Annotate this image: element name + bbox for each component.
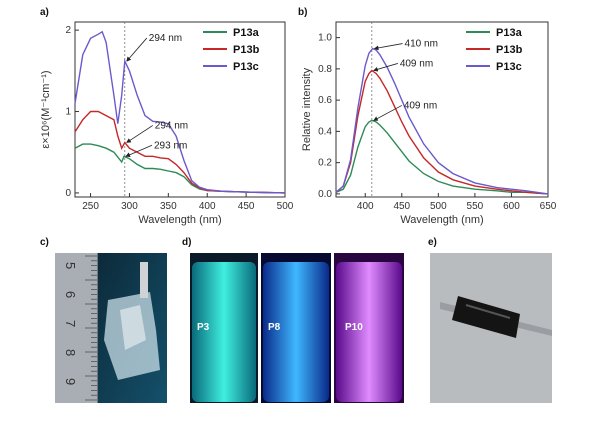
annotation-label: 410 nm: [405, 39, 438, 50]
y-tick-label: 0.2: [318, 158, 332, 169]
absorption-chart: 250 300 350 400 450 500 0 1 2 Wavelength (nm) ε×10…: [40, 21, 294, 226]
panel-label-b: b): [298, 7, 307, 18]
x-tick-label: 450: [393, 201, 410, 212]
series-line-p13b: [335, 69, 549, 195]
annotation-label: 294 nm: [149, 33, 182, 44]
x-tick-label: 250: [82, 201, 99, 212]
panel-label-c: c): [40, 237, 49, 248]
panel-label-e: e): [428, 237, 437, 248]
emission-chart: 400 450 500 550 600 650 0.0 0.2 0.4 0.6 0.8 1.0 Wave…: [301, 21, 557, 226]
x-tick-label: 500: [430, 201, 447, 212]
legend-label-p13b: P13b: [496, 44, 523, 56]
annotation-label: 293 nm: [154, 140, 187, 151]
x-tick-label: 450: [238, 201, 255, 212]
x-tick-label: 300: [121, 201, 138, 212]
series-line-p13b: [74, 110, 286, 194]
vial-p10: [336, 262, 402, 402]
film-highlight: [465, 304, 511, 319]
annotation-arrow: [126, 125, 153, 143]
vial-p8: [263, 262, 329, 402]
annotation-arrow: [373, 105, 403, 121]
y-tick-label: 0.8: [318, 64, 332, 75]
series-line-p13c: [335, 47, 549, 195]
x-tick-label: 550: [467, 201, 484, 212]
legend-label-p13a: P13a: [233, 27, 260, 39]
panel-label-d: d): [182, 237, 191, 248]
x-axis-label: Wavelength (nm): [138, 214, 221, 226]
photo-film-on-ruler: 5 6 7 8 9: [55, 253, 167, 403]
vial-label-p10: P10: [345, 322, 363, 333]
vial-p3: [192, 262, 256, 402]
photo-dark-film: [430, 253, 552, 403]
panel-label-a: a): [40, 7, 49, 18]
ruler-ticks: 5 6 7 8 9: [63, 255, 97, 401]
plot-frame: [74, 21, 286, 198]
ruler-number: 7: [63, 320, 78, 327]
annotation-arrow: [126, 37, 148, 62]
y-axis-label: ε×10⁶(M⁻¹cm⁻¹): [40, 70, 52, 148]
x-tick-label: 400: [199, 201, 216, 212]
x-tick-label: 400: [357, 201, 374, 212]
vial-label-p3: P3: [197, 322, 210, 333]
y-tick-label: 0.0: [318, 189, 332, 200]
annotation-arrow: [125, 144, 153, 157]
legend-label-p13a: P13a: [496, 27, 523, 39]
y-tick-label: 0.4: [318, 126, 332, 137]
photo-fluorescent-vials: P3 P8 P10: [190, 253, 404, 403]
annotation-arrow: [373, 63, 398, 72]
ruler-number: 6: [63, 291, 78, 298]
annotation-label: 294 nm: [155, 120, 188, 131]
y-tick-label: 1: [65, 107, 71, 118]
x-axis-label: Wavelength (nm): [400, 214, 483, 226]
x-tick-label: 350: [160, 201, 177, 212]
vial-label-p8: P8: [268, 322, 281, 333]
ruler-number: 9: [63, 378, 78, 385]
legend-label-p13c: P13c: [496, 61, 522, 73]
legend-label-p13c: P13c: [233, 61, 259, 73]
plot-frame: [335, 21, 549, 198]
annotation-arrow: [373, 43, 403, 51]
annotation-label: 409 nm: [404, 100, 437, 111]
y-axis-label: Relative intensity: [301, 67, 313, 151]
legend-label-p13b: P13b: [233, 44, 260, 56]
series-line-p13c: [74, 30, 286, 194]
tweezers: [140, 262, 148, 298]
y-tick-label: 0.6: [318, 95, 332, 106]
y-tick-label: 1.0: [318, 33, 332, 44]
y-tick-label: 2: [65, 25, 71, 36]
x-tick-label: 600: [503, 201, 520, 212]
annotation-label: 409 nm: [400, 58, 433, 69]
x-tick-label: 500: [277, 201, 294, 212]
y-tick-label: 0: [65, 188, 71, 199]
series-line-p13a: [335, 119, 549, 195]
x-tick-label: 650: [540, 201, 557, 212]
ruler-number: 5: [63, 262, 78, 269]
ruler-number: 8: [63, 349, 78, 356]
film-glare: [120, 305, 146, 350]
